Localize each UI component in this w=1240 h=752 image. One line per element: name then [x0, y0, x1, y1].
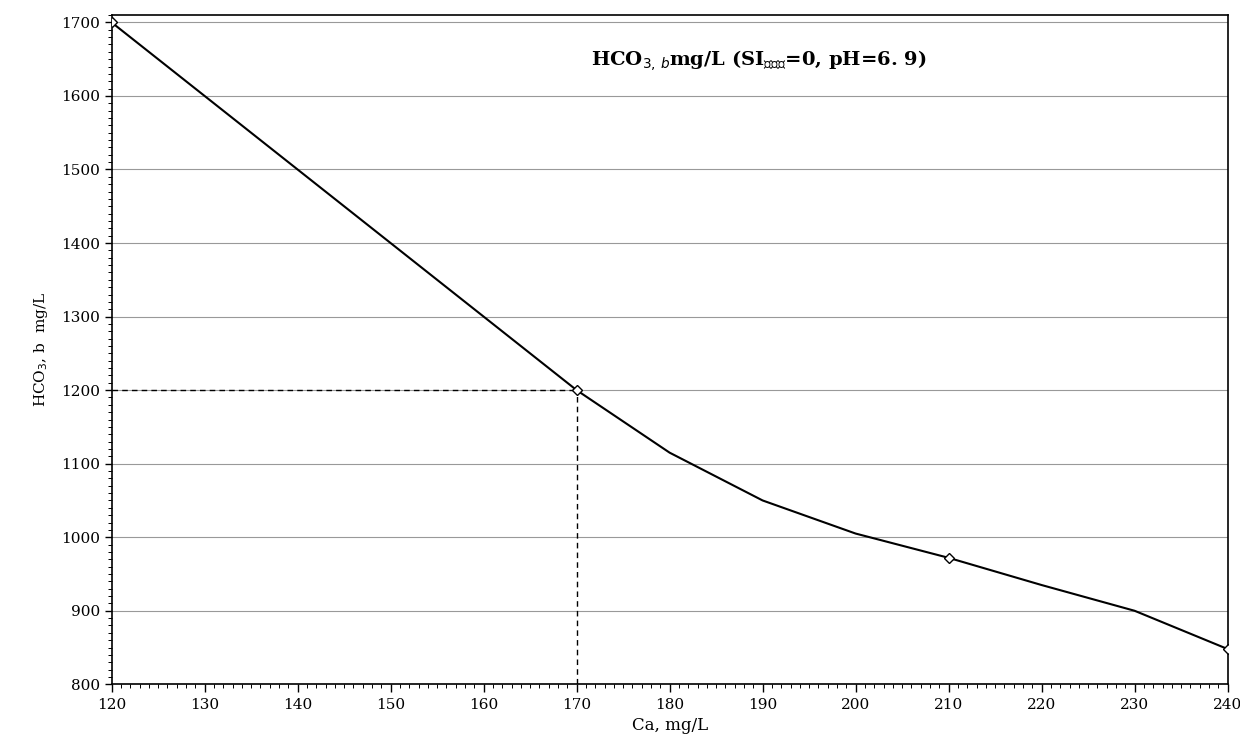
Text: HCO$_{3,\,b}$mg/L (SI$_{方解石}$=0, pH=6. 9): HCO$_{3,\,b}$mg/L (SI$_{方解石}$=0, pH=6. 9… [591, 48, 926, 74]
X-axis label: Ca, mg/L: Ca, mg/L [631, 717, 708, 734]
Y-axis label: HCO$_3$, b  mg/L: HCO$_3$, b mg/L [32, 292, 50, 408]
